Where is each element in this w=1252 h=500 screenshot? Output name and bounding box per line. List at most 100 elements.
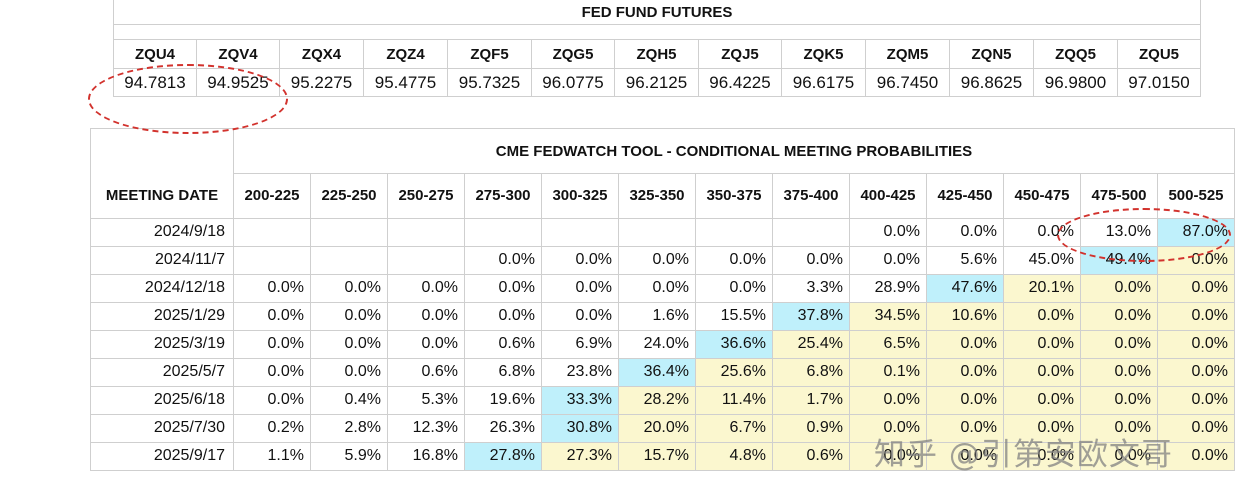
fedwatch-table: CME FEDWATCH TOOL - CONDITIONAL MEETING … [90,128,1235,471]
probability-cell: 87.0% [1157,217,1235,247]
probability-cell: 0.0% [849,413,927,443]
probability-cell: 0.0% [849,245,927,275]
futures-code-cell: ZQK5 [781,39,866,69]
probability-cell: 0.0% [618,245,696,275]
probability-cell: 0.0% [1157,441,1235,471]
rate-range-header: 450-475 [1003,173,1081,219]
futures-code-cell: ZQX4 [279,39,364,69]
futures-spacer-row [113,24,1201,40]
probability-cell: 0.0% [1157,273,1235,303]
probability-cell: 33.3% [541,385,619,415]
futures-price-cell: 96.9800 [1033,68,1118,97]
probability-cell: 16.8% [387,441,465,471]
futures-code-cell: ZQJ5 [698,39,782,69]
futures-price-cell: 96.8625 [949,68,1034,97]
probability-cell: 0.9% [772,413,850,443]
futures-price-cell: 96.4225 [698,68,782,97]
probability-cell: 28.2% [618,385,696,415]
probability-cell: 0.0% [1080,413,1158,443]
probability-cell: 23.8% [541,357,619,387]
probability-cell: 15.5% [695,301,773,331]
probability-cell: 0.0% [1157,357,1235,387]
futures-code-cell: ZQG5 [531,39,615,69]
probability-cell: 5.9% [310,441,388,471]
probability-cell: 0.6% [772,441,850,471]
probability-cell: 20.0% [618,413,696,443]
probability-cell [618,217,696,247]
meeting-date: 2025/6/18 [90,385,234,415]
probability-cell: 0.0% [1157,413,1235,443]
probability-cell: 19.6% [464,385,542,415]
futures-price-cell: 96.2125 [614,68,699,97]
probability-cell: 0.0% [1157,329,1235,359]
probability-cell [233,217,311,247]
probability-cell: 25.4% [772,329,850,359]
meeting-row: 2025/3/19 0.0% 0.0% 0.0% 0.6% 6.9% 24.0% 36.6% 2… [90,329,1235,359]
probability-cell: 0.0% [1080,273,1158,303]
probability-cell: 45.0% [1003,245,1081,275]
probability-cell: 0.0% [1157,245,1235,275]
probability-cell: 0.0% [849,385,927,415]
fedwatch-header-row: MEETING DATE 200-225 225-250 250-275 275-30… [90,173,1235,219]
probability-cell: 0.0% [387,329,465,359]
probability-cell: 6.5% [849,329,927,359]
futures-title: FED FUND FUTURES [113,0,1201,25]
probability-cell: 0.0% [695,273,773,303]
probability-cell: 0.0% [1003,217,1081,247]
probability-cell: 12.3% [387,413,465,443]
probability-cell: 0.6% [464,329,542,359]
probability-cell: 0.0% [464,273,542,303]
probability-cell: 36.6% [695,329,773,359]
futures-code-cell: ZQZ4 [363,39,448,69]
probability-cell [387,245,465,275]
futures-price-cell: 96.6175 [781,68,866,97]
fed-fund-futures-table: FED FUND FUTURES ZQU4 ZQV4 ZQX4 ZQZ4 ZQF5 ZQG… [113,0,1201,97]
futures-code-cell: ZQQ5 [1033,39,1118,69]
futures-code-cell: ZQM5 [865,39,950,69]
fedwatch-title-row: CME FEDWATCH TOOL - CONDITIONAL MEETING … [90,128,1235,174]
probability-cell: 0.0% [1157,301,1235,331]
probability-cell: 28.9% [849,273,927,303]
futures-code-cell: ZQH5 [614,39,699,69]
futures-prices-row: 94.7813 94.9525 95.2275 95.4775 95.7325 96.07… [113,68,1201,97]
futures-code-cell: ZQU5 [1117,39,1201,69]
probability-cell [695,217,773,247]
futures-title-row: FED FUND FUTURES [113,0,1201,25]
futures-price-cell: 95.2275 [279,68,364,97]
meeting-date: 2024/12/18 [90,273,234,303]
futures-price-cell: 95.4775 [363,68,448,97]
futures-price-cell: 94.7813 [113,68,197,97]
probability-cell: 26.3% [464,413,542,443]
meeting-date: 2025/9/17 [90,441,234,471]
futures-code-cell: ZQF5 [447,39,532,69]
probability-cell: 0.1% [849,357,927,387]
probability-cell: 0.0% [1003,385,1081,415]
probability-cell: 0.0% [772,245,850,275]
probability-cell [772,217,850,247]
probability-cell [464,217,542,247]
meeting-date: 2025/7/30 [90,413,234,443]
rate-range-header: 400-425 [849,173,927,219]
probability-cell [233,245,311,275]
futures-price-cell: 97.0150 [1117,68,1201,97]
probability-cell: 0.6% [387,357,465,387]
probability-cell: 30.8% [541,413,619,443]
probability-cell: 0.0% [1080,329,1158,359]
probability-cell: 0.0% [1003,301,1081,331]
probability-cell: 0.0% [1003,329,1081,359]
futures-spacer [113,24,1201,40]
meeting-date: 2025/3/19 [90,329,234,359]
probability-cell: 47.6% [926,273,1004,303]
rate-range-header: 200-225 [233,173,311,219]
meeting-date-header: MEETING DATE [90,173,234,219]
rate-range-header: 500-525 [1157,173,1235,219]
probability-cell: 0.0% [541,273,619,303]
probability-cell: 27.8% [464,441,542,471]
probability-cell: 0.0% [541,245,619,275]
futures-code-cell: ZQN5 [949,39,1034,69]
probability-cell: 0.0% [310,301,388,331]
probability-cell: 10.6% [926,301,1004,331]
probability-cell: 27.3% [541,441,619,471]
probability-cell: 13.0% [1080,217,1158,247]
probability-cell: 0.0% [926,217,1004,247]
